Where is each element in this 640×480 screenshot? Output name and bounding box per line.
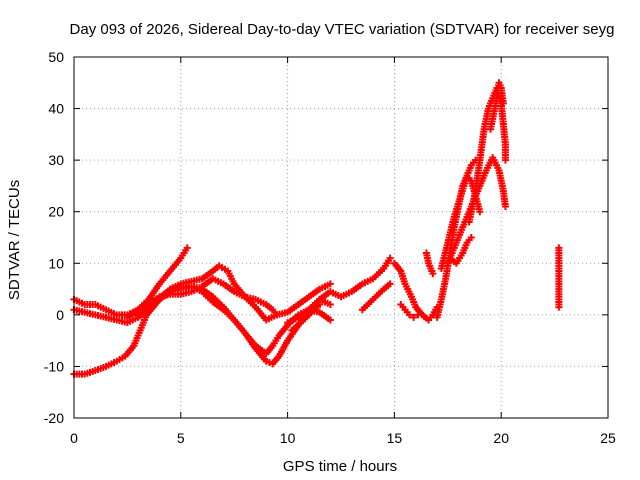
data-point (476, 208, 484, 216)
data-point (326, 280, 334, 288)
y-tick-label: 20 (48, 204, 64, 220)
series-track-5 (134, 275, 281, 319)
x-tick-label: 20 (493, 430, 509, 446)
y-tick-label: -20 (44, 410, 64, 426)
data-point (414, 311, 422, 319)
series-track-7 (288, 301, 324, 334)
series-track-10 (397, 301, 422, 321)
data-points (70, 79, 563, 378)
data-point (467, 234, 475, 241)
data-point (410, 313, 418, 321)
x-tick-label: 25 (600, 430, 616, 446)
y-axis-label: SDTVAR / TECUs (6, 180, 23, 300)
y-tick-label: 50 (48, 49, 64, 65)
data-point (273, 311, 281, 319)
data-point (429, 270, 437, 278)
chart-title: Day 093 of 2026, Sidereal Day-to-day VTE… (70, 21, 615, 38)
x-tick-label: 0 (70, 430, 78, 446)
y-tick-label: 30 (48, 152, 64, 168)
x-tick-label: 15 (387, 430, 403, 446)
data-point (326, 301, 334, 309)
series-track-17 (446, 234, 475, 267)
y-tick-label: -10 (44, 358, 64, 374)
data-point (386, 254, 394, 262)
data-point (405, 311, 413, 319)
y-tick-label: 10 (48, 255, 64, 271)
data-point (499, 99, 507, 107)
data-point (555, 303, 563, 311)
series-track-8 (358, 280, 394, 314)
x-axis-label: GPS time / hours (283, 458, 397, 475)
axes: 0 5 10 15 20 25 -20 -10 0 10 20 30 40 50 (44, 49, 616, 446)
series-track-18 (555, 244, 563, 311)
series-track-16 (487, 79, 507, 133)
series-track-3 (70, 262, 334, 327)
data-point (316, 301, 324, 309)
data-point (326, 316, 334, 324)
y-tick-label: 0 (56, 307, 64, 323)
series-track-13 (437, 156, 480, 272)
data-point (501, 203, 509, 211)
y-tick-label: 40 (48, 101, 64, 117)
x-tick-label: 10 (280, 430, 296, 446)
data-point (183, 244, 191, 252)
data-point (386, 280, 394, 288)
data-point (501, 156, 509, 164)
grid (74, 57, 608, 418)
x-tick-label: 5 (177, 430, 185, 446)
plot-frame (73, 56, 609, 419)
series-track-6 (284, 254, 394, 327)
series-track-11 (422, 249, 437, 278)
